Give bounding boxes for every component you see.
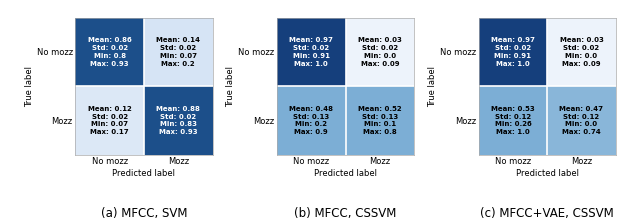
Text: (b) MFCC, CSSVM: (b) MFCC, CSSVM [294,207,397,220]
Bar [144,86,212,155]
Bar [479,18,547,86]
Bar [277,18,346,86]
Text: Mean: 0.12
Std: 0.02
Min: 0.07
Max: 0.17: Mean: 0.12 Std: 0.02 Min: 0.07 Max: 0.17 [88,106,132,135]
Text: Mean: 0.14
Std: 0.02
Min: 0.07
Max: 0.2: Mean: 0.14 Std: 0.02 Min: 0.07 Max: 0.2 [156,37,200,67]
Text: (a) MFCC, SVM: (a) MFCC, SVM [100,207,188,220]
Bar [346,18,414,86]
X-axis label: Predicted label: Predicted label [113,169,175,178]
Text: Mean: 0.48
Std: 0.13
Min: 0.2
Max: 0.9: Mean: 0.48 Std: 0.13 Min: 0.2 Max: 0.9 [289,106,333,135]
Text: Mean: 0.97
Std: 0.02
Min: 0.91
Max: 1.0: Mean: 0.97 Std: 0.02 Min: 0.91 Max: 1.0 [289,37,333,67]
Bar [479,86,547,155]
Bar [547,18,616,86]
Text: Mean: 0.86
Std: 0.02
Min: 0.8
Max: 0.93: Mean: 0.86 Std: 0.02 Min: 0.8 Max: 0.93 [88,37,132,67]
Text: (c) MFCC+VAE, CSSVM: (c) MFCC+VAE, CSSVM [481,207,614,220]
Bar [547,86,616,155]
Bar [76,86,144,155]
X-axis label: Predicted label: Predicted label [516,169,579,178]
Y-axis label: True label: True label [25,66,34,107]
Bar [277,86,346,155]
Text: Mean: 0.03
Std: 0.02
Min: 0.0
Max: 0.09: Mean: 0.03 Std: 0.02 Min: 0.0 Max: 0.09 [559,37,604,67]
Text: Mean: 0.03
Std: 0.02
Min: 0.0
Max: 0.09: Mean: 0.03 Std: 0.02 Min: 0.0 Max: 0.09 [358,37,402,67]
Text: Mean: 0.53
Std: 0.12
Min: 0.26
Max: 1.0: Mean: 0.53 Std: 0.12 Min: 0.26 Max: 1.0 [491,106,535,135]
Bar [76,18,144,86]
Text: Mean: 0.88
Std: 0.02
Min: 0.83
Max: 0.93: Mean: 0.88 Std: 0.02 Min: 0.83 Max: 0.93 [156,106,200,135]
Text: Mean: 0.52
Std: 0.13
Min: 0.1
Max: 0.8: Mean: 0.52 Std: 0.13 Min: 0.1 Max: 0.8 [358,106,402,135]
Bar [144,18,212,86]
Text: Mean: 0.47
Std: 0.12
Min: 0.0
Max: 0.74: Mean: 0.47 Std: 0.12 Min: 0.0 Max: 0.74 [559,106,604,135]
Y-axis label: True label: True label [428,66,437,107]
Bar [346,86,414,155]
X-axis label: Predicted label: Predicted label [314,169,377,178]
Y-axis label: True label: True label [227,66,236,107]
Text: Mean: 0.97
Std: 0.02
Min: 0.91
Max: 1.0: Mean: 0.97 Std: 0.02 Min: 0.91 Max: 1.0 [491,37,535,67]
